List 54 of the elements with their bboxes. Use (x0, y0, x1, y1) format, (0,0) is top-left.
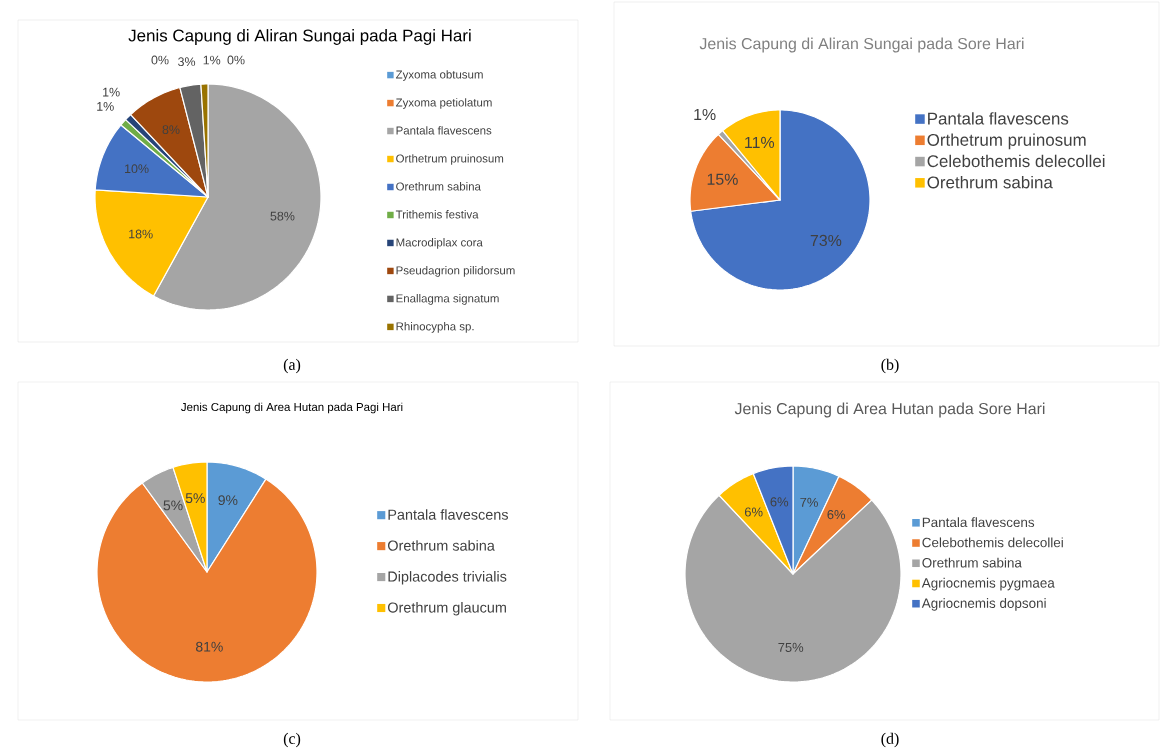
data-label: 6% (770, 497, 789, 507)
text: 0% (151, 55, 169, 65)
data-label: 11% (745, 136, 775, 148)
legend-label: Rhinocypha sp. (396, 322, 474, 333)
data-label: 1% (694, 108, 716, 121)
legend-label: Pantala flavescens (388, 509, 509, 520)
legend-label: Trithemis festiva (395, 210, 479, 219)
data-label: 10% (125, 164, 149, 174)
data-label: 73% (810, 234, 842, 247)
chart-title: Jenis Capung di Area Hutan pada Sore Hari (734, 402, 1045, 418)
text: 0% (227, 55, 245, 65)
legend-label: Orthetrum pruinosum (396, 154, 504, 165)
text: (d) (881, 732, 899, 748)
legend-label: Zyxoma obtusum (395, 70, 483, 81)
legend-label: Orethrum sabina (387, 540, 495, 551)
data-label: 58% (270, 211, 295, 221)
legend-label: Macrodiplax cora (396, 238, 483, 249)
data-label: 6% (827, 510, 846, 520)
data-label: 5% (163, 500, 183, 511)
chart-title: Jenis Capung di Area Hutan pada Pagi Hari (181, 402, 403, 414)
legend-label: Agriocnemis pygmaea (921, 577, 1055, 591)
legend-label: Pantala flavescens (928, 112, 1069, 125)
legend-label: Orethrum glaucum (387, 602, 506, 616)
data-label: 15% (707, 173, 738, 185)
legend-label: Celebothemis delecollei (922, 537, 1063, 548)
data-label: 18% (129, 229, 153, 239)
legend-label: Pseudagrion pilidorsum (396, 266, 515, 277)
chart-title: Jenis Capung di Aliran Sungai pada Sore Hari (699, 37, 1024, 53)
legend-label: Pantala flavescens (396, 126, 492, 135)
legend-label: Enallagma signatum (396, 294, 499, 305)
legend-label: Zyxoma petiolatum (395, 98, 492, 109)
chart-title: Jenis Capung di Aliran Sungai pada Pagi Hari (128, 29, 471, 45)
text: (a) (283, 358, 301, 374)
data-label: 1% (103, 87, 120, 97)
text: (c) (283, 732, 301, 748)
legend-label: Pantala flavescens (922, 517, 1035, 528)
data-label: 9% (218, 495, 238, 506)
legend-label: Celebothemis delecollei (927, 154, 1105, 168)
data-label: 3% (178, 57, 196, 67)
legend-label: Orethrum sabina (922, 557, 1022, 568)
data-label: 1% (203, 55, 221, 65)
text: (b) (881, 358, 899, 374)
legend-label: Agriocnemis dopsoni (921, 598, 1046, 611)
data-label: 75% (778, 642, 804, 652)
legend-label: Orethrum sabina (927, 175, 1053, 189)
data-label: 7% (800, 497, 818, 507)
data-label: 6% (744, 507, 763, 517)
legend-label: Diplacodes trivialis (388, 571, 507, 585)
data-label: 8% (162, 125, 180, 135)
data-label: 1% (97, 102, 114, 111)
legend-label: Orethrum sabina (396, 182, 481, 191)
legend-label: Orthetrum pruinosum (927, 133, 1086, 150)
data-label: 5% (185, 493, 205, 504)
data-label: 81% (196, 641, 223, 652)
